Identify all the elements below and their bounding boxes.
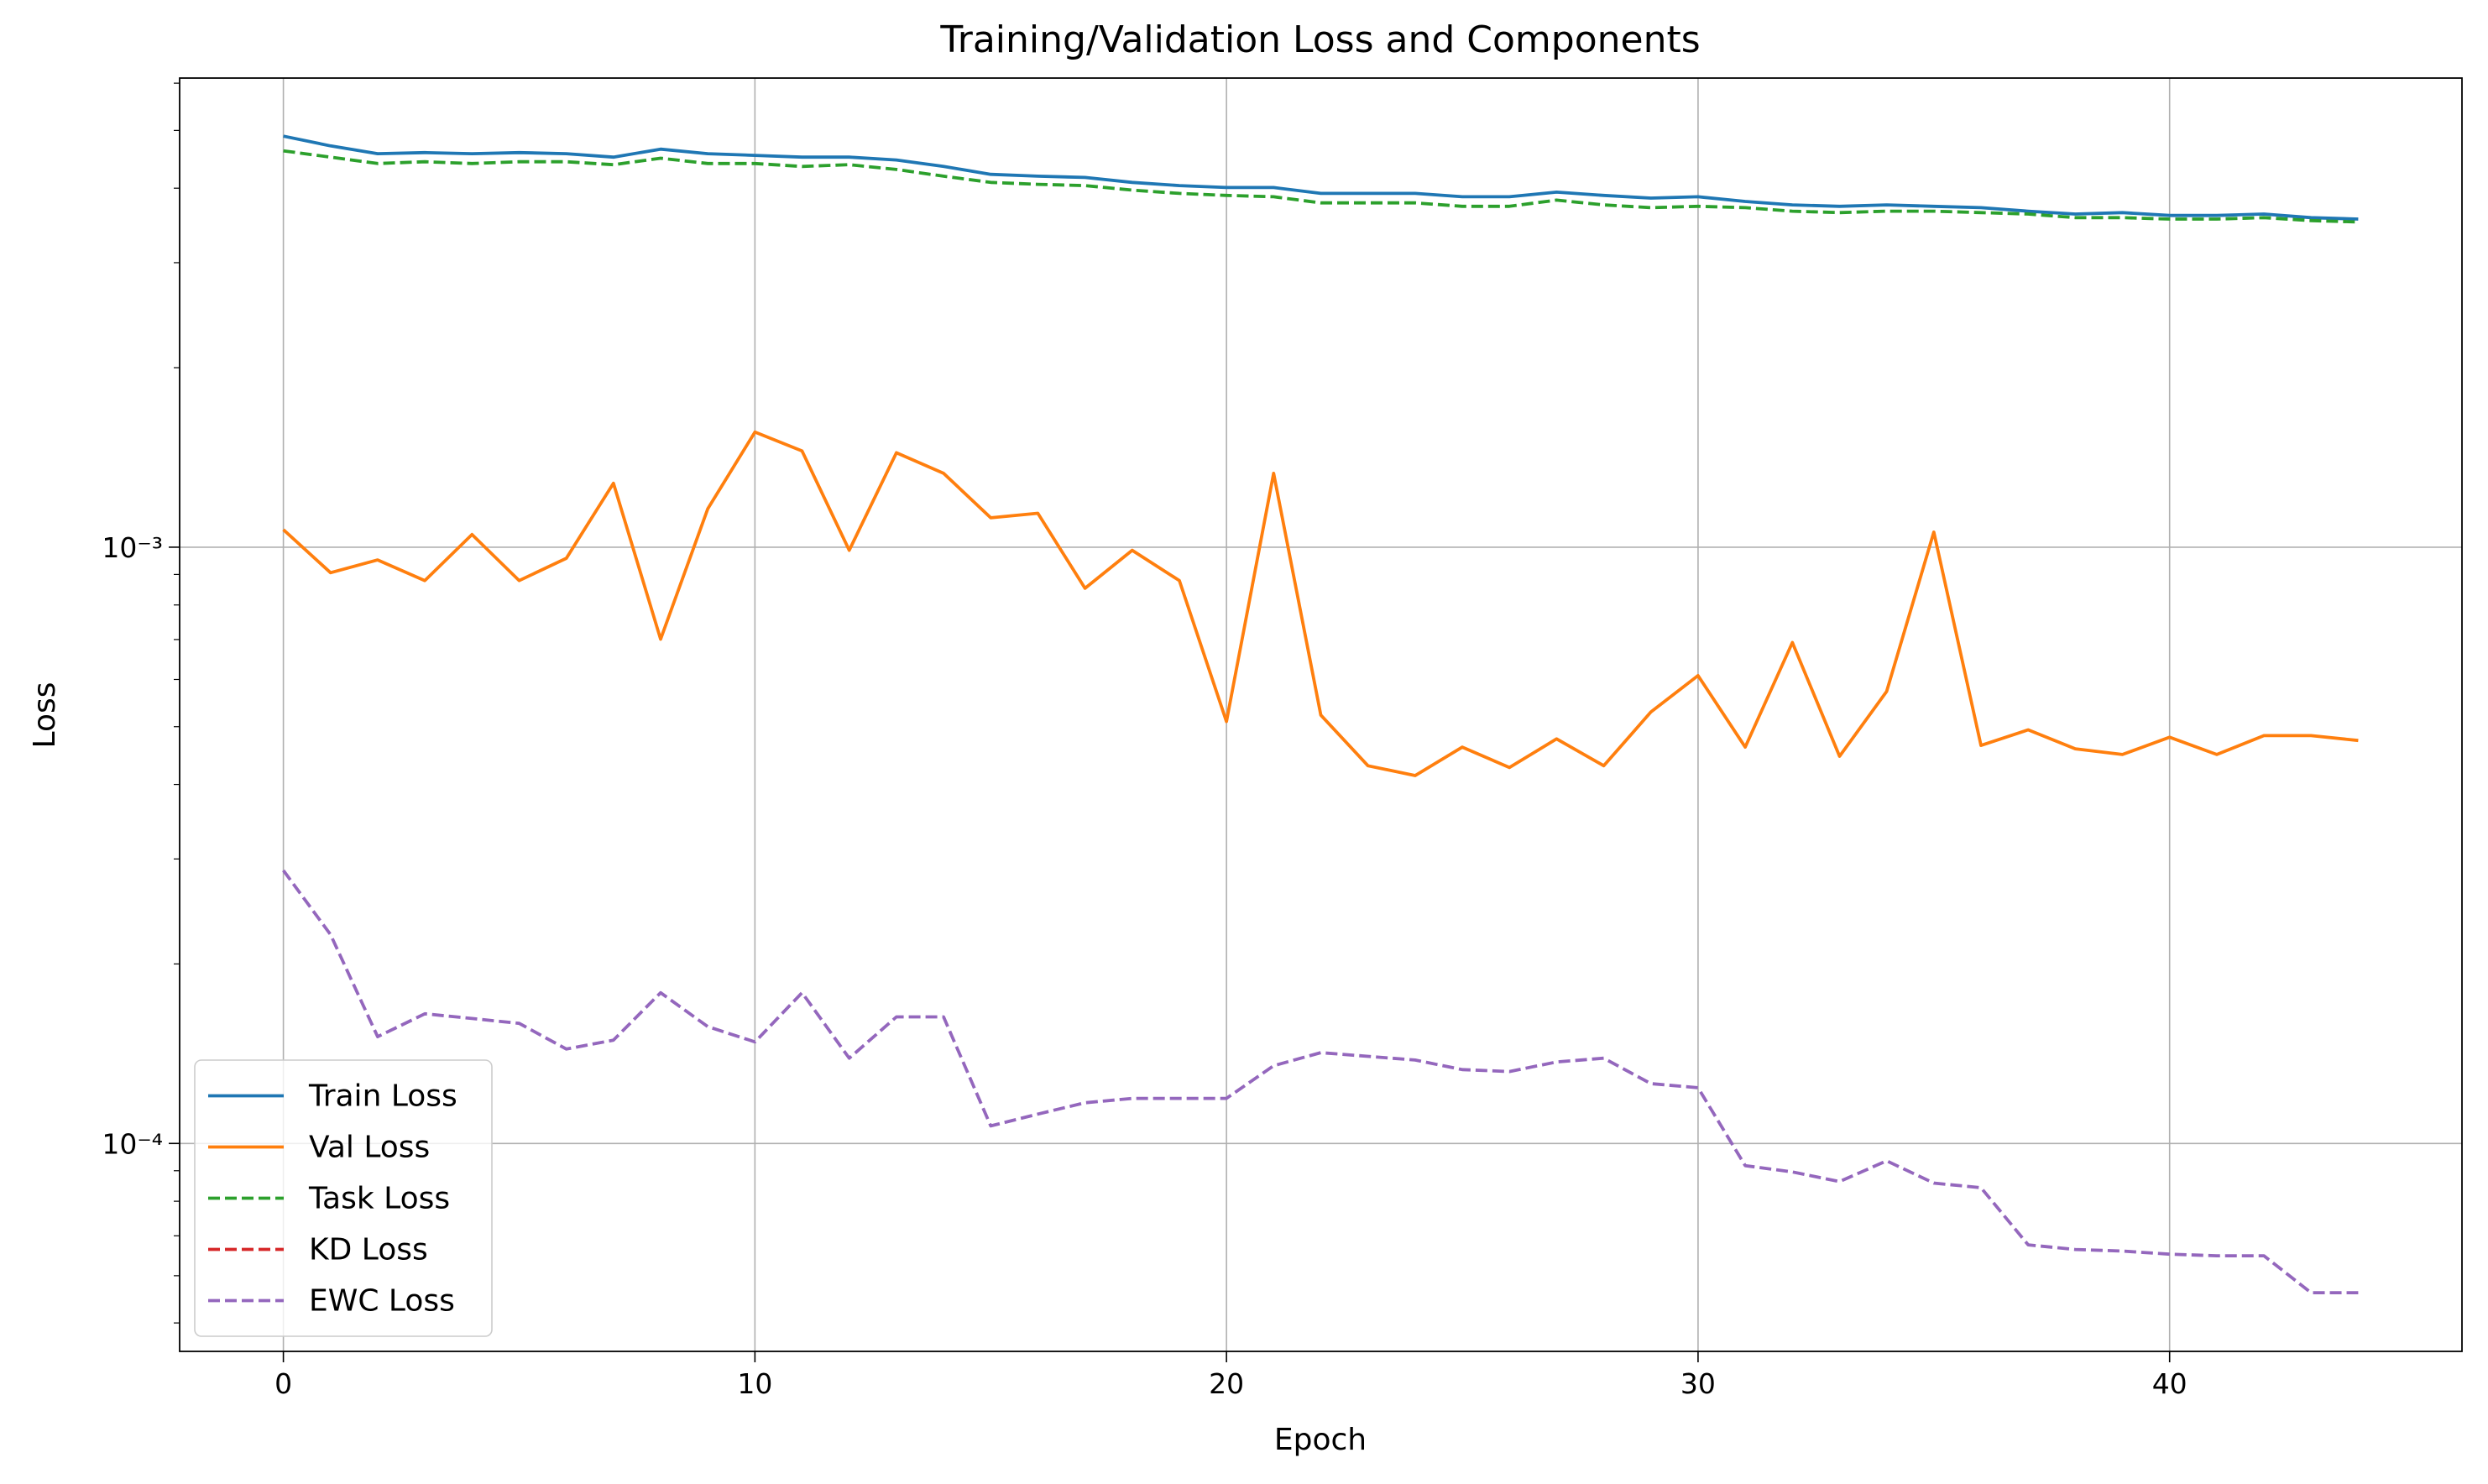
plot-frame [179,77,2463,1352]
x-tick-label: 40 [2152,1367,2187,1400]
series-line [283,149,2359,224]
legend-label: EWC Loss [309,1284,455,1319]
x-tick-label: 10 [737,1367,772,1400]
x-tick-label: 20 [1209,1367,1244,1400]
series-line [283,134,2359,221]
chart-title: Training/Validation Loss and Components [939,18,1700,61]
y-tick-label: 10⁻³ [102,531,163,564]
legend-label: Val Loss [309,1131,430,1165]
x-tick-label: 30 [1680,1367,1716,1400]
legend-box [194,1059,493,1337]
y-tick-label: 10⁻⁴ [102,1127,163,1160]
y-axis-label: Loss [28,682,62,749]
x-tick-label: 0 [274,1367,292,1400]
x-axis-label: Epoch [1274,1423,1367,1457]
legend-label: Task Loss [308,1182,450,1216]
series-line [282,869,2359,1294]
legend-label: Train Loss [308,1079,457,1114]
series-line [282,430,2359,777]
legend-label: KD Loss [309,1233,428,1267]
